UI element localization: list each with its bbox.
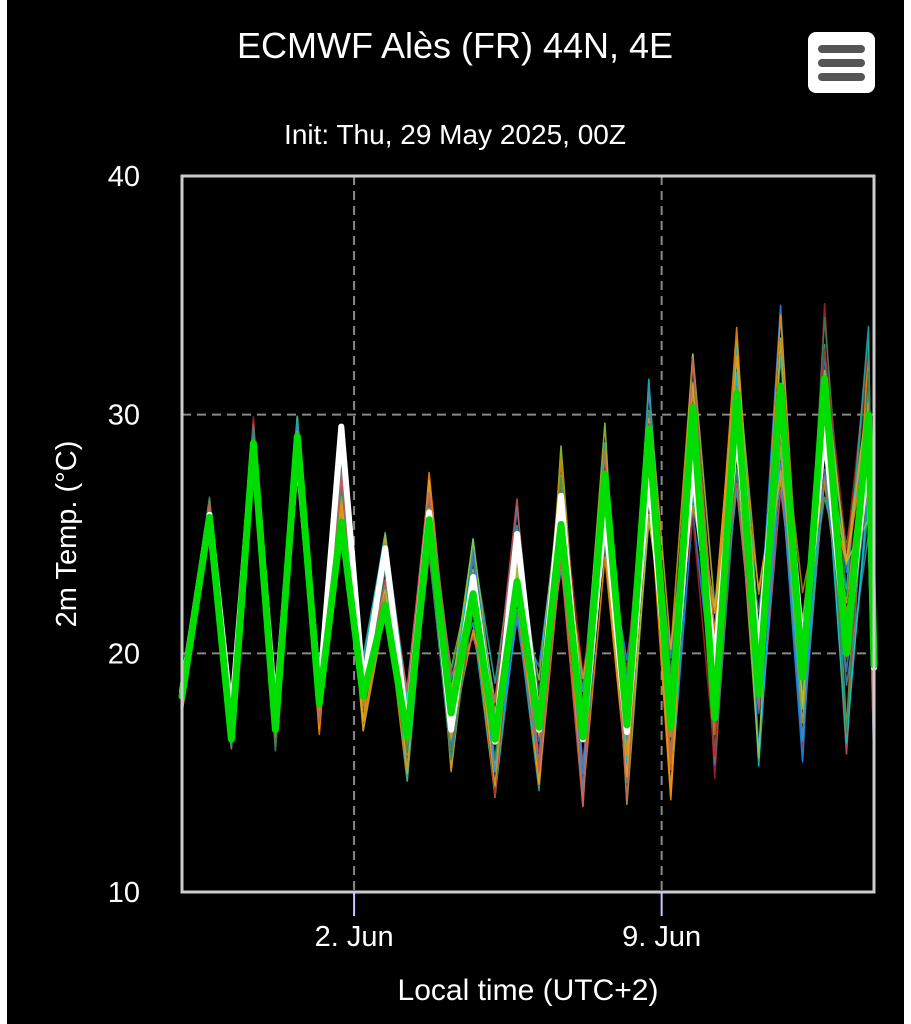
y-tick-label: 10 bbox=[108, 877, 140, 909]
x-tick-label: 9. Jun bbox=[622, 921, 701, 953]
y-axis-label: 2m Temp. (°C) bbox=[51, 441, 83, 628]
chart-title: ECMWF Alès (FR) 44N, 4E bbox=[237, 25, 673, 66]
plot-area bbox=[182, 176, 874, 892]
chart-menu-button[interactable] bbox=[808, 32, 875, 93]
series-lines bbox=[178, 375, 878, 745]
hamburger-menu-icon-bar bbox=[818, 73, 865, 81]
x-tick-label: 2. Jun bbox=[315, 921, 394, 953]
y-tick-label: 30 bbox=[108, 400, 140, 432]
y-tick-label: 40 bbox=[108, 161, 140, 193]
hamburger-menu-icon-bar bbox=[818, 59, 865, 67]
plot-border bbox=[180, 174, 876, 894]
chart-subtitle: Init: Thu, 29 May 2025, 00Z bbox=[284, 119, 626, 150]
x-axis-label: Local time (UTC+2) bbox=[398, 974, 659, 1007]
x-axis-ticks: 2. Jun 9. Jun bbox=[315, 892, 701, 953]
y-axis-ticks: 10 20 30 40 bbox=[108, 161, 140, 909]
series-line-mean bbox=[178, 375, 878, 743]
y-tick-label: 20 bbox=[108, 638, 140, 670]
hamburger-menu-icon bbox=[818, 45, 865, 53]
